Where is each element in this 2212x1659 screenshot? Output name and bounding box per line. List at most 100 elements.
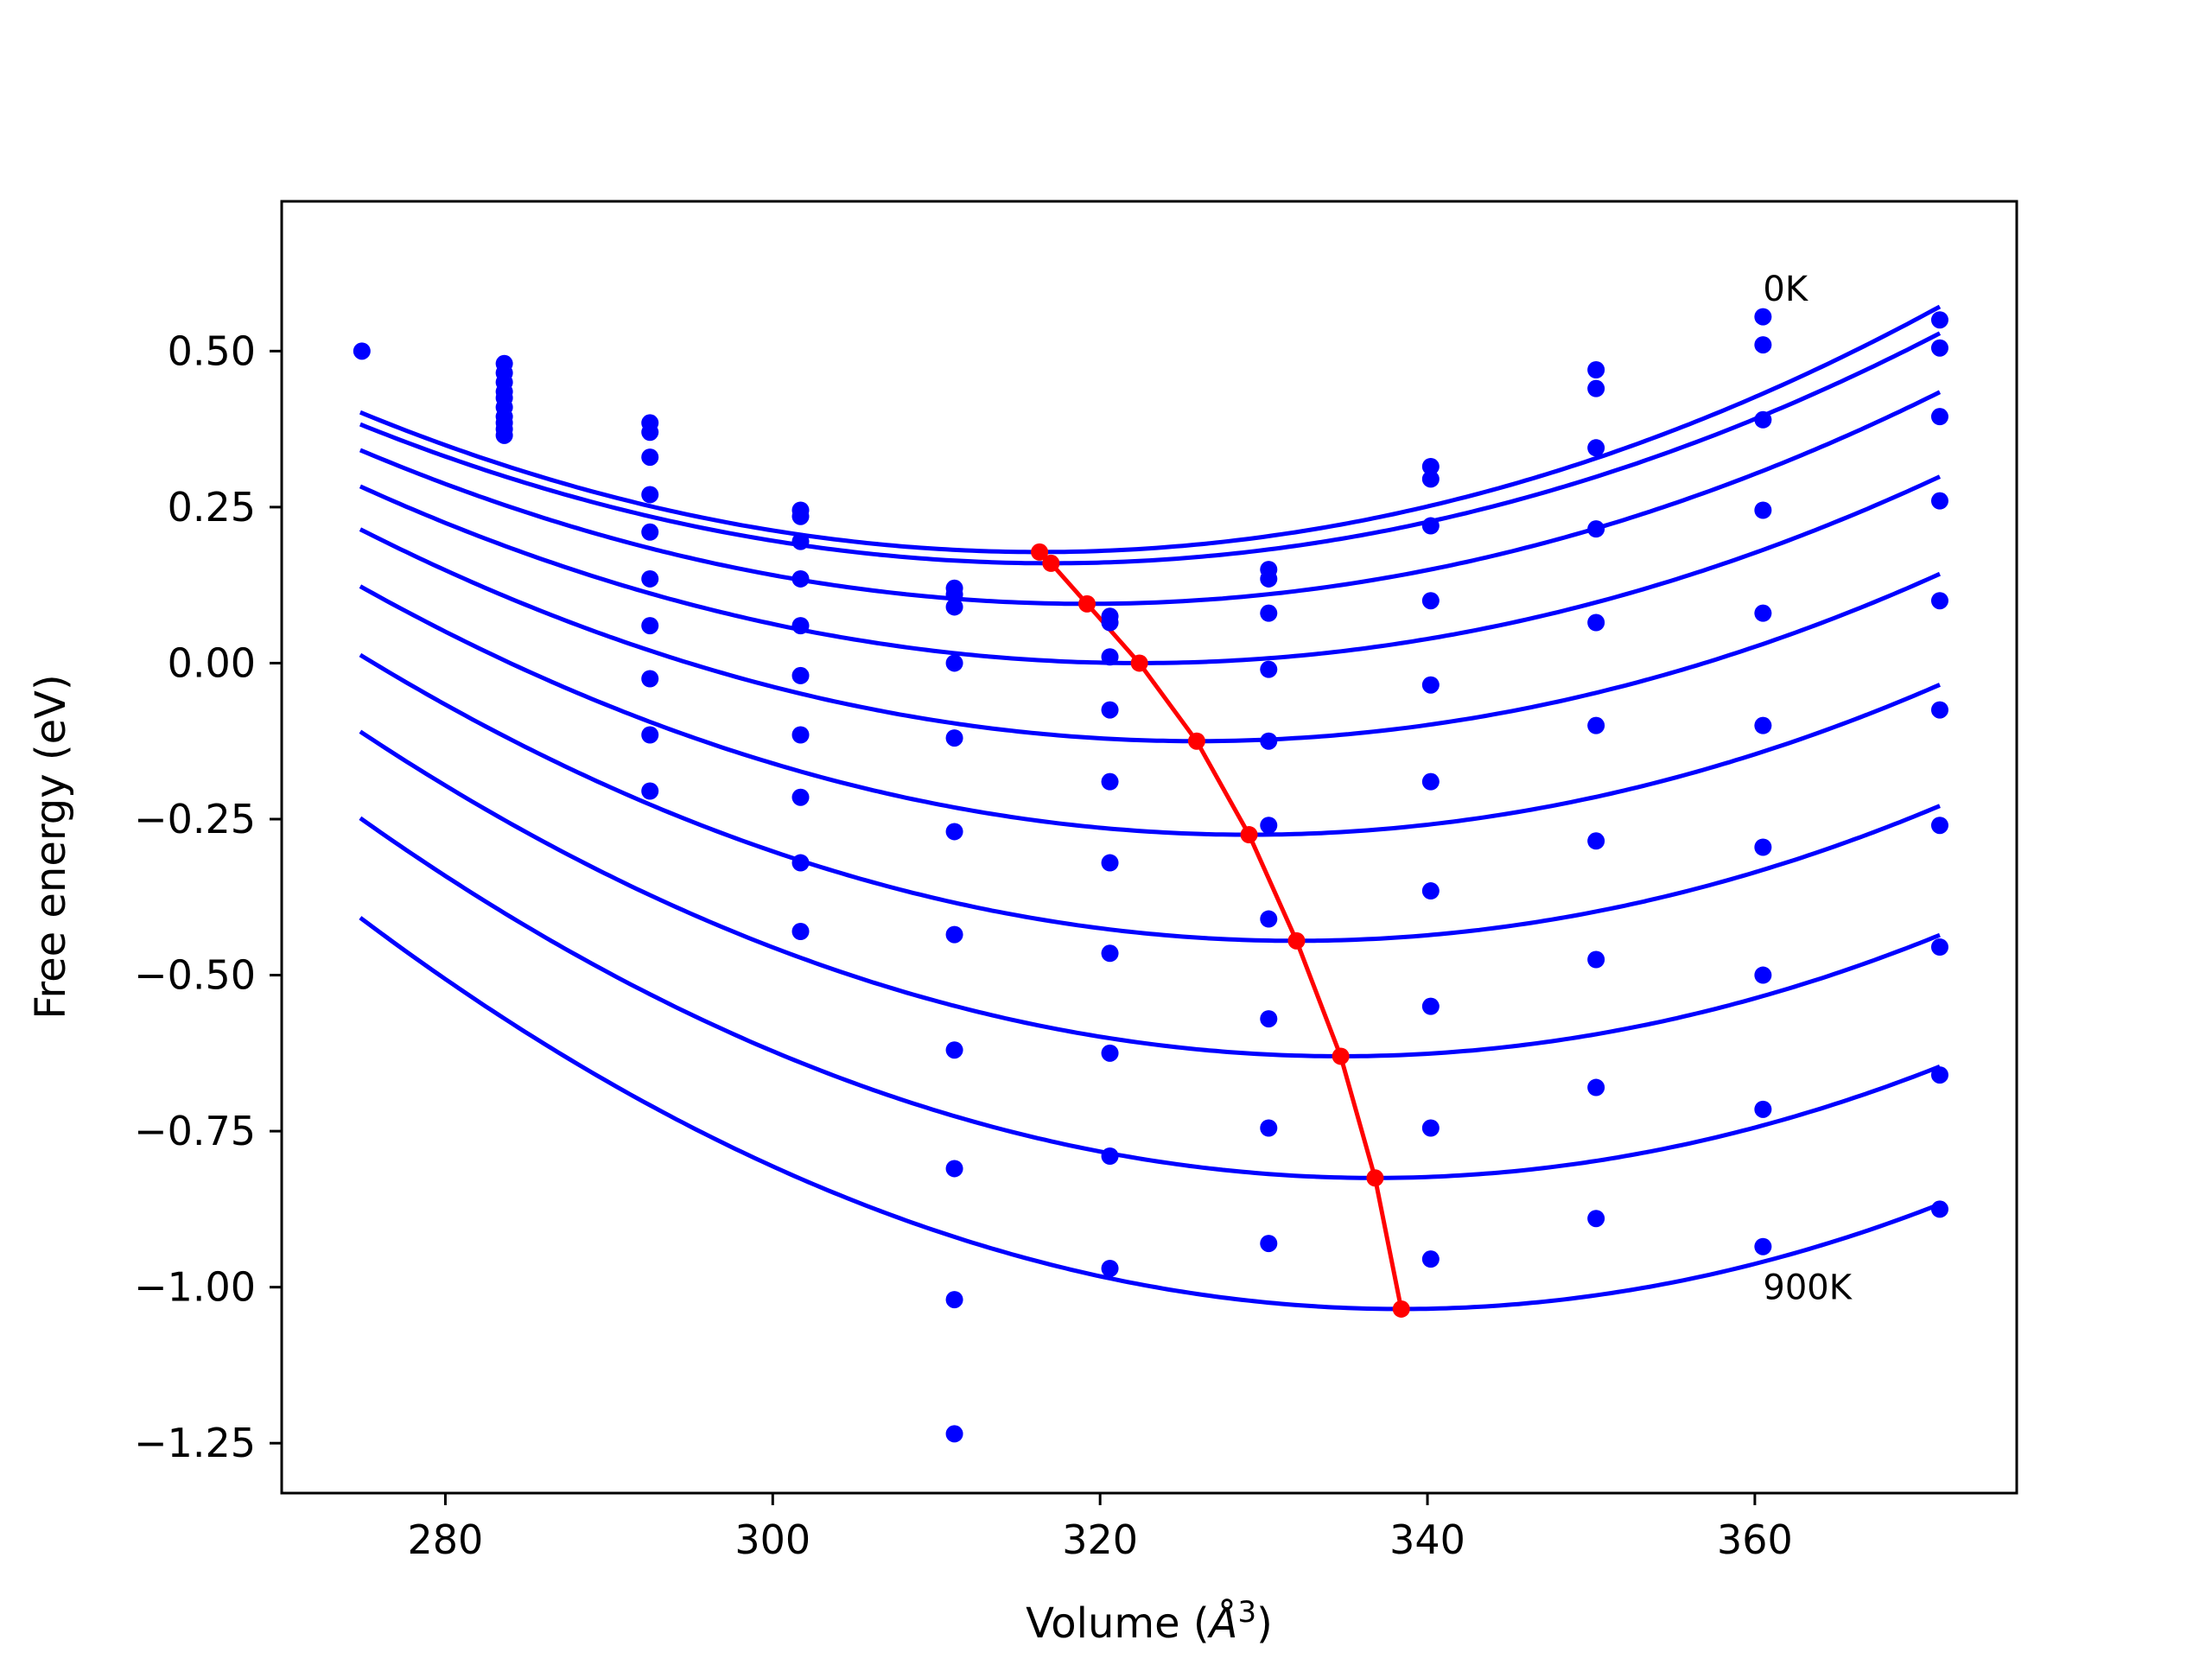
x-tick-label: 300 [734,1516,810,1563]
fit-curve [359,729,1941,1058]
y-tick-label: −0.75 [134,1108,256,1154]
data-point [1754,336,1772,354]
data-point [791,532,810,550]
data-point [945,1291,963,1309]
data-point [1754,604,1772,622]
y-axis-ticks: 0.50 0.25 0.00 −0.25 −0.50 −0.75 −1.00 −1.25 [134,327,282,1466]
data-point [1587,1078,1605,1096]
minimum-point [1287,931,1306,950]
data-point [1587,832,1605,850]
fitted-curves [359,304,1942,1312]
data-point [1101,701,1119,719]
data-point [1101,854,1119,872]
temperature-label: 900K [1763,1268,1853,1308]
data-point [791,923,810,940]
data-point [1930,701,1948,719]
y-tick-label: −1.25 [134,1420,256,1466]
data-point [641,726,659,744]
fit-curve [359,527,1942,744]
equilibrium-volume-line [1031,543,1410,1318]
data-point [1421,457,1440,475]
data-point [791,854,810,872]
data-point [641,782,659,800]
data-point [791,726,810,744]
y-tick-label: 0.50 [168,327,256,374]
minimum-point [1130,654,1148,672]
x-tick-label: 320 [1062,1516,1138,1563]
data-point [1587,520,1605,538]
x-tick-label: 280 [408,1516,484,1563]
data-point [641,523,659,541]
minimum-point [1240,826,1258,844]
x-tick-label: 360 [1717,1516,1793,1563]
data-point [1260,1235,1278,1253]
plot-frame [280,200,2018,1495]
data-point [641,448,659,467]
data-point [1101,1260,1119,1277]
data-point [1587,1210,1605,1228]
data-point [945,1041,963,1059]
data-point [1930,339,1948,357]
x-tick-label: 340 [1389,1516,1465,1563]
data-point [641,569,659,588]
data-point [1587,379,1605,397]
fit-curve [359,816,1941,1180]
y-tick-label: 0.25 [168,484,256,531]
data-point [1260,817,1278,835]
minimum-point [1187,732,1205,750]
data-point [1930,938,1948,957]
data-point [1754,838,1772,856]
data-point [945,729,963,747]
temperature-annotations: 0K 900K [1763,270,1853,1308]
data-point [791,788,810,806]
data-point [945,598,963,616]
data-point [1101,1147,1119,1165]
data-point [1101,648,1119,666]
fit-curve [359,304,1942,555]
fit-curve [359,916,1941,1312]
data-point [945,654,963,672]
x-axis-label: Volume (Å3) [1026,1595,1273,1648]
data-point [1930,1066,1948,1084]
data-point [1260,604,1278,622]
data-points [353,308,1948,1443]
minimum-point [1366,1169,1384,1187]
data-point [1101,944,1119,963]
fit-curve [359,584,1941,837]
data-point [1754,410,1772,429]
data-point [1260,732,1278,750]
data-point [1421,676,1440,694]
data-point [945,925,963,944]
data-point [1260,660,1278,678]
y-tick-label: −0.25 [134,796,256,842]
data-point [1930,817,1948,835]
data-point [1101,613,1119,632]
minimum-point [1042,554,1060,572]
data-point [791,617,810,635]
y-tick-label: −1.00 [134,1264,256,1311]
x-axis-label-prefix: Volume ( [1026,1599,1210,1648]
minimum-point [1332,1047,1350,1065]
y-tick-label: −0.50 [134,952,256,999]
data-point [1101,1044,1119,1062]
x-axis-label-exponent: 3 [1237,1595,1256,1630]
data-point [1260,569,1278,588]
data-point [1587,361,1605,378]
minimum-point [1078,594,1096,613]
data-point [945,823,963,841]
y-axis-label: Free energy (eV) [27,674,75,1019]
data-point [945,1160,963,1178]
data-point [1587,950,1605,969]
data-point [791,666,810,684]
x-axis-ticks: 280 300 320 340 360 [408,1493,1793,1563]
data-point [1754,966,1772,984]
data-point [1754,501,1772,519]
x-axis-label-symbol: Å [1207,1599,1238,1648]
data-point [1930,1200,1948,1218]
data-point [1587,439,1605,457]
data-point [791,507,810,525]
data-point [641,617,659,635]
data-point [1421,772,1440,791]
data-point [1587,716,1605,734]
x-axis-label-suffix: ) [1256,1599,1273,1648]
